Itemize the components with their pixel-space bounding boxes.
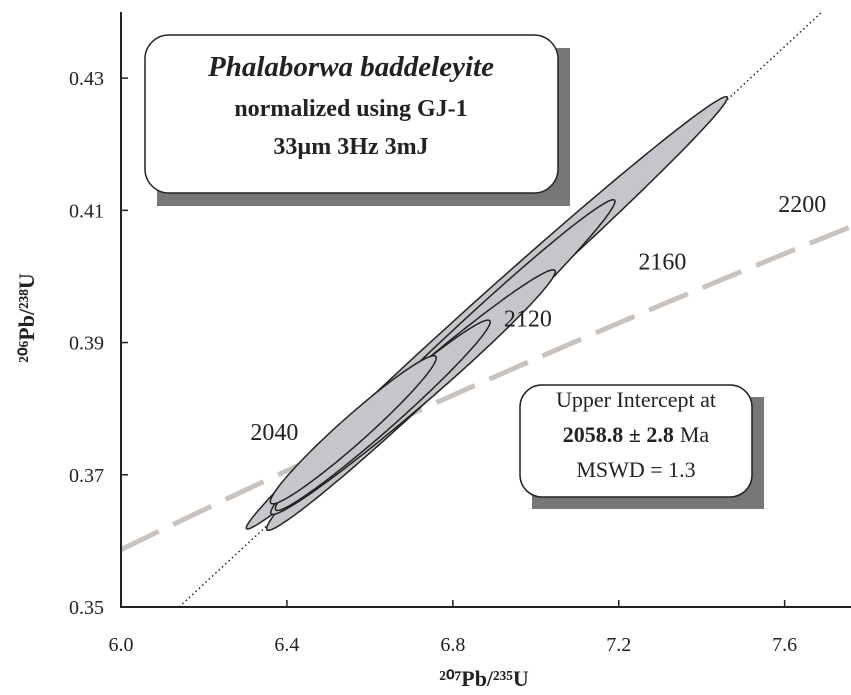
concordia-age-label: 2160: [638, 249, 686, 275]
error-ellipse: [269, 355, 437, 505]
y-axis-label: ²⁰⁶Pb/²³⁸U: [14, 273, 39, 363]
x-tick-label: 7.6: [772, 634, 797, 656]
sample-box: [144, 34, 559, 194]
y-tick-label: 0.37: [69, 465, 104, 487]
y-tick-label: 0.39: [69, 333, 104, 355]
intercept-label: Upper Intercept at: [556, 387, 716, 412]
concordia-curve: [121, 224, 851, 552]
concordia-age-label: 2040: [250, 420, 298, 446]
y-tick-label: 0.43: [69, 68, 104, 90]
x-tick-label: 6.0: [109, 634, 134, 656]
plot-area: [121, 12, 851, 607]
x-tick-label: 6.4: [274, 634, 299, 656]
sample-line: 33µm 3Hz 3mJ: [273, 134, 428, 160]
y-tick-label: 0.41: [69, 200, 104, 222]
x-axis-label: ²⁰⁷Pb/²³⁵U: [439, 666, 529, 691]
intercept-unit: Ma: [680, 422, 710, 447]
intercept-age-line: 2058.8 ± 2.8 Ma: [563, 422, 710, 447]
intercept-box: [519, 384, 753, 498]
y-tick-label: 0.35: [69, 597, 104, 619]
concordia-age-label: 2200: [778, 192, 826, 218]
x-tick-label: 6.8: [440, 634, 465, 656]
sample-title: Phalaborwa baddeleyite: [207, 51, 494, 83]
concordia-age-label: 2120: [504, 307, 552, 333]
x-tick-label: 7.2: [606, 634, 631, 656]
intercept-age: 2058.8 ± 2.8: [563, 422, 674, 447]
sample-line: normalized using GJ-1: [234, 96, 467, 122]
intercept-mswd: MSWD = 1.3: [576, 457, 695, 482]
